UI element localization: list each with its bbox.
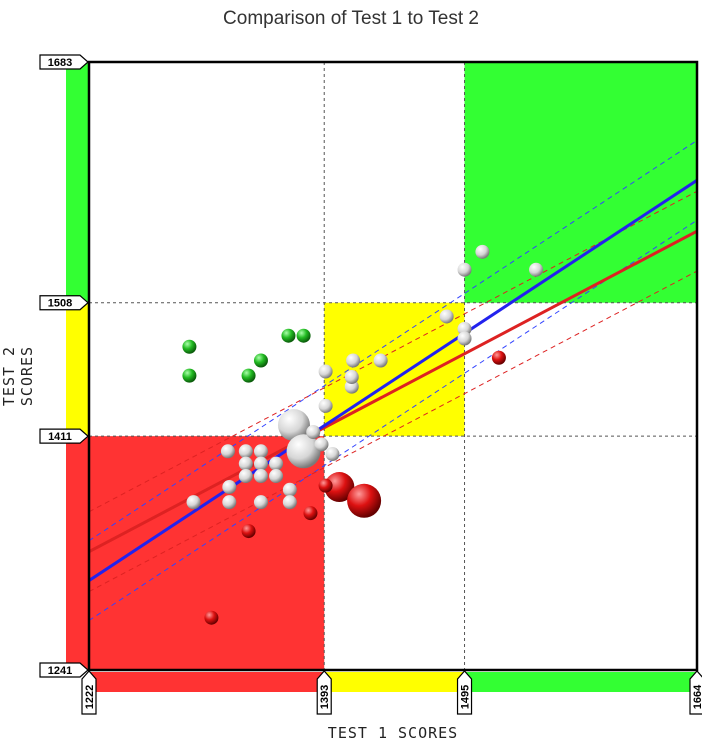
data-point [373,353,388,368]
data-point [238,444,253,459]
x-tick-label: 1222 [81,670,97,715]
data-point [529,262,544,277]
confidence-line [89,139,697,542]
data-point [241,368,256,383]
x-band-segment [464,672,697,692]
data-point [344,370,359,385]
plot-frame [87,60,699,672]
y-tick-label: 1508 [39,295,89,311]
data-point [222,495,237,510]
trend-line [89,229,697,554]
data-point [253,456,268,471]
data-point [222,480,237,495]
data-point [457,331,472,346]
svg-text:1495: 1495 [460,685,472,709]
data-point [238,456,253,471]
data-point [253,469,268,484]
x-tick-label: 1495 [456,670,473,715]
y-tick-label: 1683 [39,54,89,70]
data-point [303,506,318,521]
data-point [457,321,472,336]
data-point [491,350,506,365]
svg-text:1664: 1664 [692,684,702,709]
svg-text:1222: 1222 [84,685,96,709]
confidence-line [89,219,697,621]
data-point [324,472,355,503]
x-axis-label: TEST 1 SCORES [327,724,459,742]
y-band-segment [66,62,88,303]
data-point [253,353,268,368]
data-point [318,398,333,413]
data-point [286,434,321,469]
data-point [253,444,268,459]
data-point [439,309,454,324]
svg-text:1393: 1393 [319,685,331,709]
x-band-segment [324,672,465,692]
y-axis-label: TEST 2 SCORES [0,345,36,407]
svg-text:1411: 1411 [48,431,72,443]
data-point [457,262,472,277]
data-point [318,478,333,493]
y-band-segment [66,302,88,437]
confidence-line [89,270,697,593]
data-point [344,379,359,394]
data-point [186,495,201,510]
svg-text:1241: 1241 [48,665,72,677]
data-point [282,482,297,497]
data-point [182,368,197,383]
data-point [314,437,329,452]
data-point [277,409,310,442]
svg-text:1508: 1508 [48,298,72,310]
y-tick-label: 1411 [39,428,89,444]
data-point [269,469,284,484]
trend-line [89,179,697,582]
data-point [282,495,297,510]
y-tick-label: 1241 [39,662,89,678]
x-tick-label: 1393 [316,670,332,715]
data-point [296,328,311,343]
data-point [306,425,321,440]
svg-text:1683: 1683 [48,57,72,69]
confidence-line [89,190,697,513]
data-point [253,495,268,510]
data-point [204,610,219,625]
y-band-segment [66,436,88,670]
data-point [318,364,333,379]
data-point [347,483,382,518]
data-point [238,469,253,484]
data-point [475,244,490,259]
performance-zone [464,62,697,303]
data-point [325,447,340,462]
x-tick-label: 1664 [689,670,702,715]
data-point [269,456,284,471]
chart-title: Comparison of Test 1 to Test 2 [223,8,479,29]
x-band-segment [89,672,325,692]
data-point [241,524,256,539]
data-point [281,328,296,343]
data-point [346,353,361,368]
data-point [220,444,235,459]
data-point [182,339,197,354]
performance-zone [89,436,325,670]
